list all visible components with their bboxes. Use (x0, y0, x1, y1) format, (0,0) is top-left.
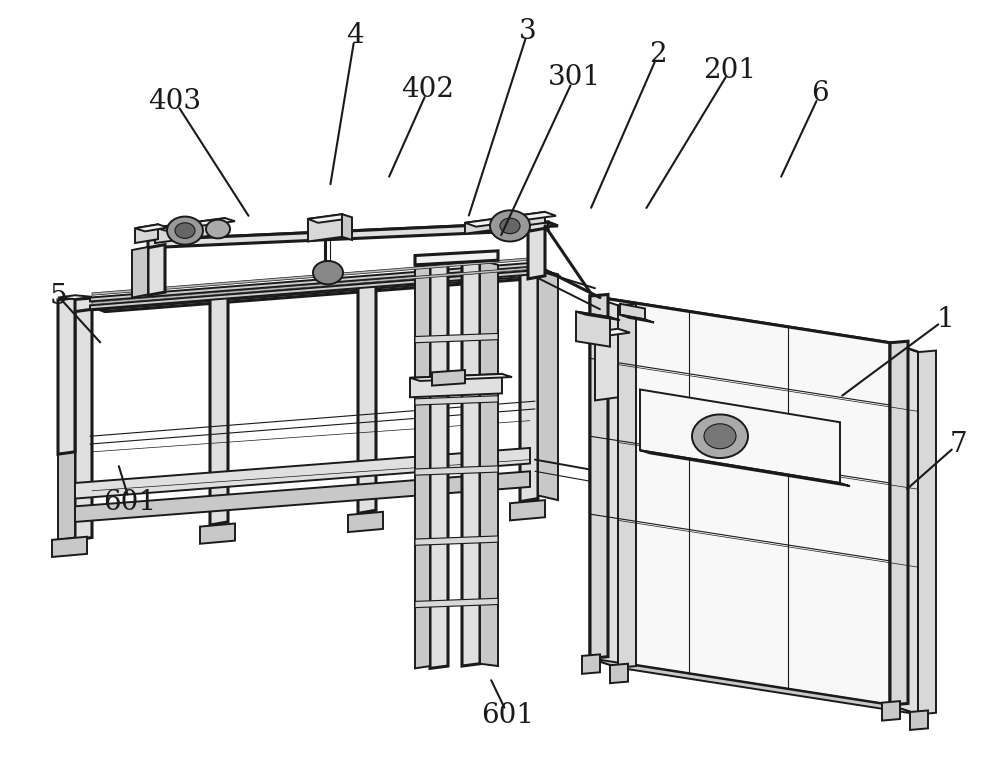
Polygon shape (135, 224, 168, 231)
Polygon shape (640, 450, 850, 486)
Polygon shape (348, 512, 383, 532)
Polygon shape (465, 212, 545, 234)
Polygon shape (415, 466, 498, 475)
Polygon shape (148, 222, 548, 248)
Polygon shape (358, 281, 376, 513)
Polygon shape (415, 396, 498, 405)
Text: 201: 201 (703, 57, 757, 83)
Polygon shape (590, 658, 918, 714)
Polygon shape (52, 537, 87, 557)
Polygon shape (590, 294, 608, 658)
Polygon shape (410, 374, 502, 397)
Polygon shape (135, 224, 158, 243)
Circle shape (175, 223, 195, 238)
Polygon shape (918, 351, 936, 714)
Polygon shape (528, 228, 545, 279)
Polygon shape (415, 265, 430, 668)
Text: 601: 601 (103, 489, 157, 516)
Polygon shape (620, 304, 645, 319)
Polygon shape (610, 664, 628, 683)
Text: 4: 4 (346, 22, 364, 48)
Polygon shape (415, 536, 498, 545)
Polygon shape (210, 294, 228, 525)
Polygon shape (590, 296, 918, 352)
Circle shape (704, 424, 736, 449)
Circle shape (500, 218, 520, 234)
Polygon shape (58, 298, 75, 454)
Circle shape (167, 217, 203, 245)
Polygon shape (618, 304, 636, 668)
Text: 601: 601 (481, 702, 535, 728)
Text: 3: 3 (519, 18, 537, 44)
Polygon shape (595, 329, 630, 336)
Polygon shape (480, 260, 498, 666)
Polygon shape (538, 270, 558, 500)
Text: 301: 301 (547, 65, 601, 91)
Polygon shape (590, 296, 618, 668)
Circle shape (692, 414, 748, 458)
Polygon shape (148, 245, 165, 295)
Polygon shape (576, 312, 620, 320)
Polygon shape (890, 343, 918, 714)
Polygon shape (342, 214, 352, 240)
Polygon shape (308, 214, 352, 223)
Polygon shape (576, 312, 610, 347)
Text: 2: 2 (649, 41, 667, 68)
Polygon shape (582, 654, 600, 674)
Polygon shape (308, 214, 342, 241)
Polygon shape (75, 265, 530, 312)
Polygon shape (410, 374, 512, 381)
Polygon shape (415, 598, 498, 608)
Text: 5: 5 (49, 283, 67, 309)
Polygon shape (92, 258, 530, 295)
Polygon shape (595, 332, 618, 400)
Polygon shape (910, 710, 928, 730)
Polygon shape (590, 296, 890, 705)
Polygon shape (90, 270, 535, 309)
Polygon shape (462, 260, 480, 666)
Polygon shape (58, 295, 92, 299)
Circle shape (206, 220, 230, 238)
Polygon shape (882, 701, 900, 721)
Polygon shape (415, 333, 498, 343)
Polygon shape (155, 218, 235, 231)
Text: 402: 402 (402, 76, 454, 103)
Text: 7: 7 (949, 431, 967, 457)
Text: 1: 1 (936, 306, 954, 333)
Polygon shape (520, 270, 538, 502)
Text: 403: 403 (148, 88, 202, 115)
Polygon shape (75, 448, 530, 499)
Polygon shape (92, 267, 530, 305)
Polygon shape (90, 263, 535, 301)
Polygon shape (75, 309, 92, 540)
Polygon shape (148, 222, 558, 244)
Text: 6: 6 (811, 80, 829, 107)
Polygon shape (155, 218, 225, 243)
Polygon shape (432, 370, 465, 386)
Polygon shape (510, 500, 545, 520)
Polygon shape (620, 315, 654, 323)
Polygon shape (58, 309, 75, 540)
Polygon shape (75, 471, 530, 522)
Polygon shape (430, 263, 448, 668)
Circle shape (313, 261, 343, 284)
Polygon shape (200, 523, 235, 544)
Polygon shape (890, 341, 908, 705)
Polygon shape (640, 390, 840, 483)
Polygon shape (465, 212, 556, 227)
Polygon shape (415, 251, 498, 265)
Circle shape (490, 210, 530, 241)
Polygon shape (132, 247, 148, 298)
Polygon shape (75, 265, 560, 312)
